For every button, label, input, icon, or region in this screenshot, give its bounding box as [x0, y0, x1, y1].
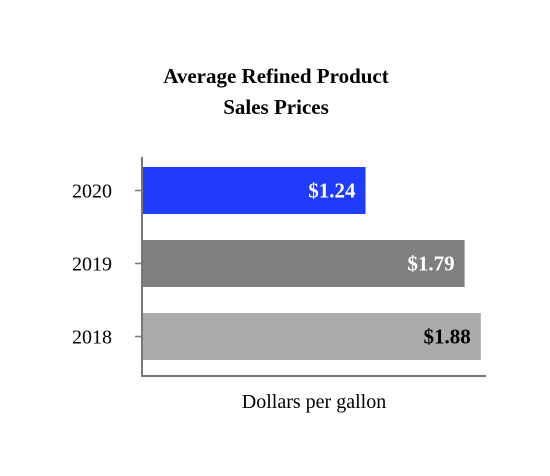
chart-title-line-1: Average Refined Product	[163, 64, 389, 88]
category-label-2019: 2019	[72, 254, 112, 276]
bar-2018	[142, 313, 481, 360]
chart-title-line-2: Sales Prices	[223, 95, 329, 119]
bar-2020	[142, 167, 366, 214]
x-axis-label: Dollars per gallon	[242, 391, 386, 413]
bar-2019	[142, 240, 465, 287]
value-label-2020: $1.24	[308, 179, 356, 203]
category-label-2020: 2020	[72, 181, 112, 203]
value-label-2019: $1.79	[407, 252, 454, 276]
category-label-2018: 2018	[72, 327, 112, 349]
bars-group: 2020 $1.24 2019 $1.79 2018 $1.88	[72, 167, 481, 360]
value-label-2018: $1.88	[424, 325, 471, 349]
